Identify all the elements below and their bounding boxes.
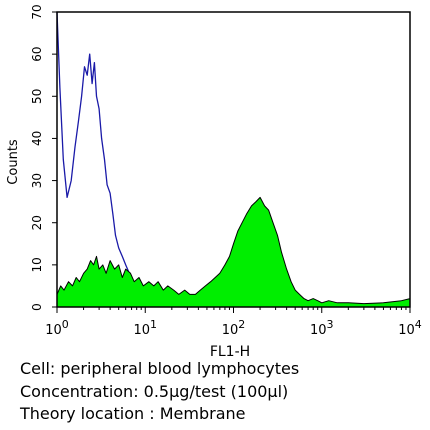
y-tick-label: 50 [30, 89, 44, 104]
caption-cell: Cell: peripheral blood lymphocytes [20, 359, 300, 378]
x-tick-label: 100 [45, 318, 69, 338]
y-tick-label: 10 [30, 257, 44, 272]
x-tick-label: 103 [310, 318, 334, 338]
y-axis-label: Counts [6, 139, 21, 185]
caption-concentration: Concentration: 0.5µg/test (100µl) [20, 382, 289, 401]
x-tick-label: 101 [133, 318, 157, 338]
y-tick-label: 70 [30, 4, 44, 19]
y-tick-label: 40 [30, 131, 44, 146]
y-tick-label: 30 [30, 173, 44, 188]
y-tick-label: 20 [30, 215, 44, 230]
series-0-line [56, 11, 188, 306]
series-layer [56, 11, 411, 308]
x-tick-label: 104 [398, 318, 422, 338]
caption-location: Theory location : Membrane [20, 404, 246, 423]
series-1-filled-area [56, 196, 411, 308]
x-tick-label: 102 [222, 318, 246, 338]
y-tick-label: 0 [30, 303, 44, 311]
axis-layer: 0 10 20 30 40 50 60 70 100 101 102 103 104 [30, 4, 422, 338]
y-tick-label: 60 [30, 46, 44, 61]
x-axis-label: FL1-H [210, 344, 250, 360]
